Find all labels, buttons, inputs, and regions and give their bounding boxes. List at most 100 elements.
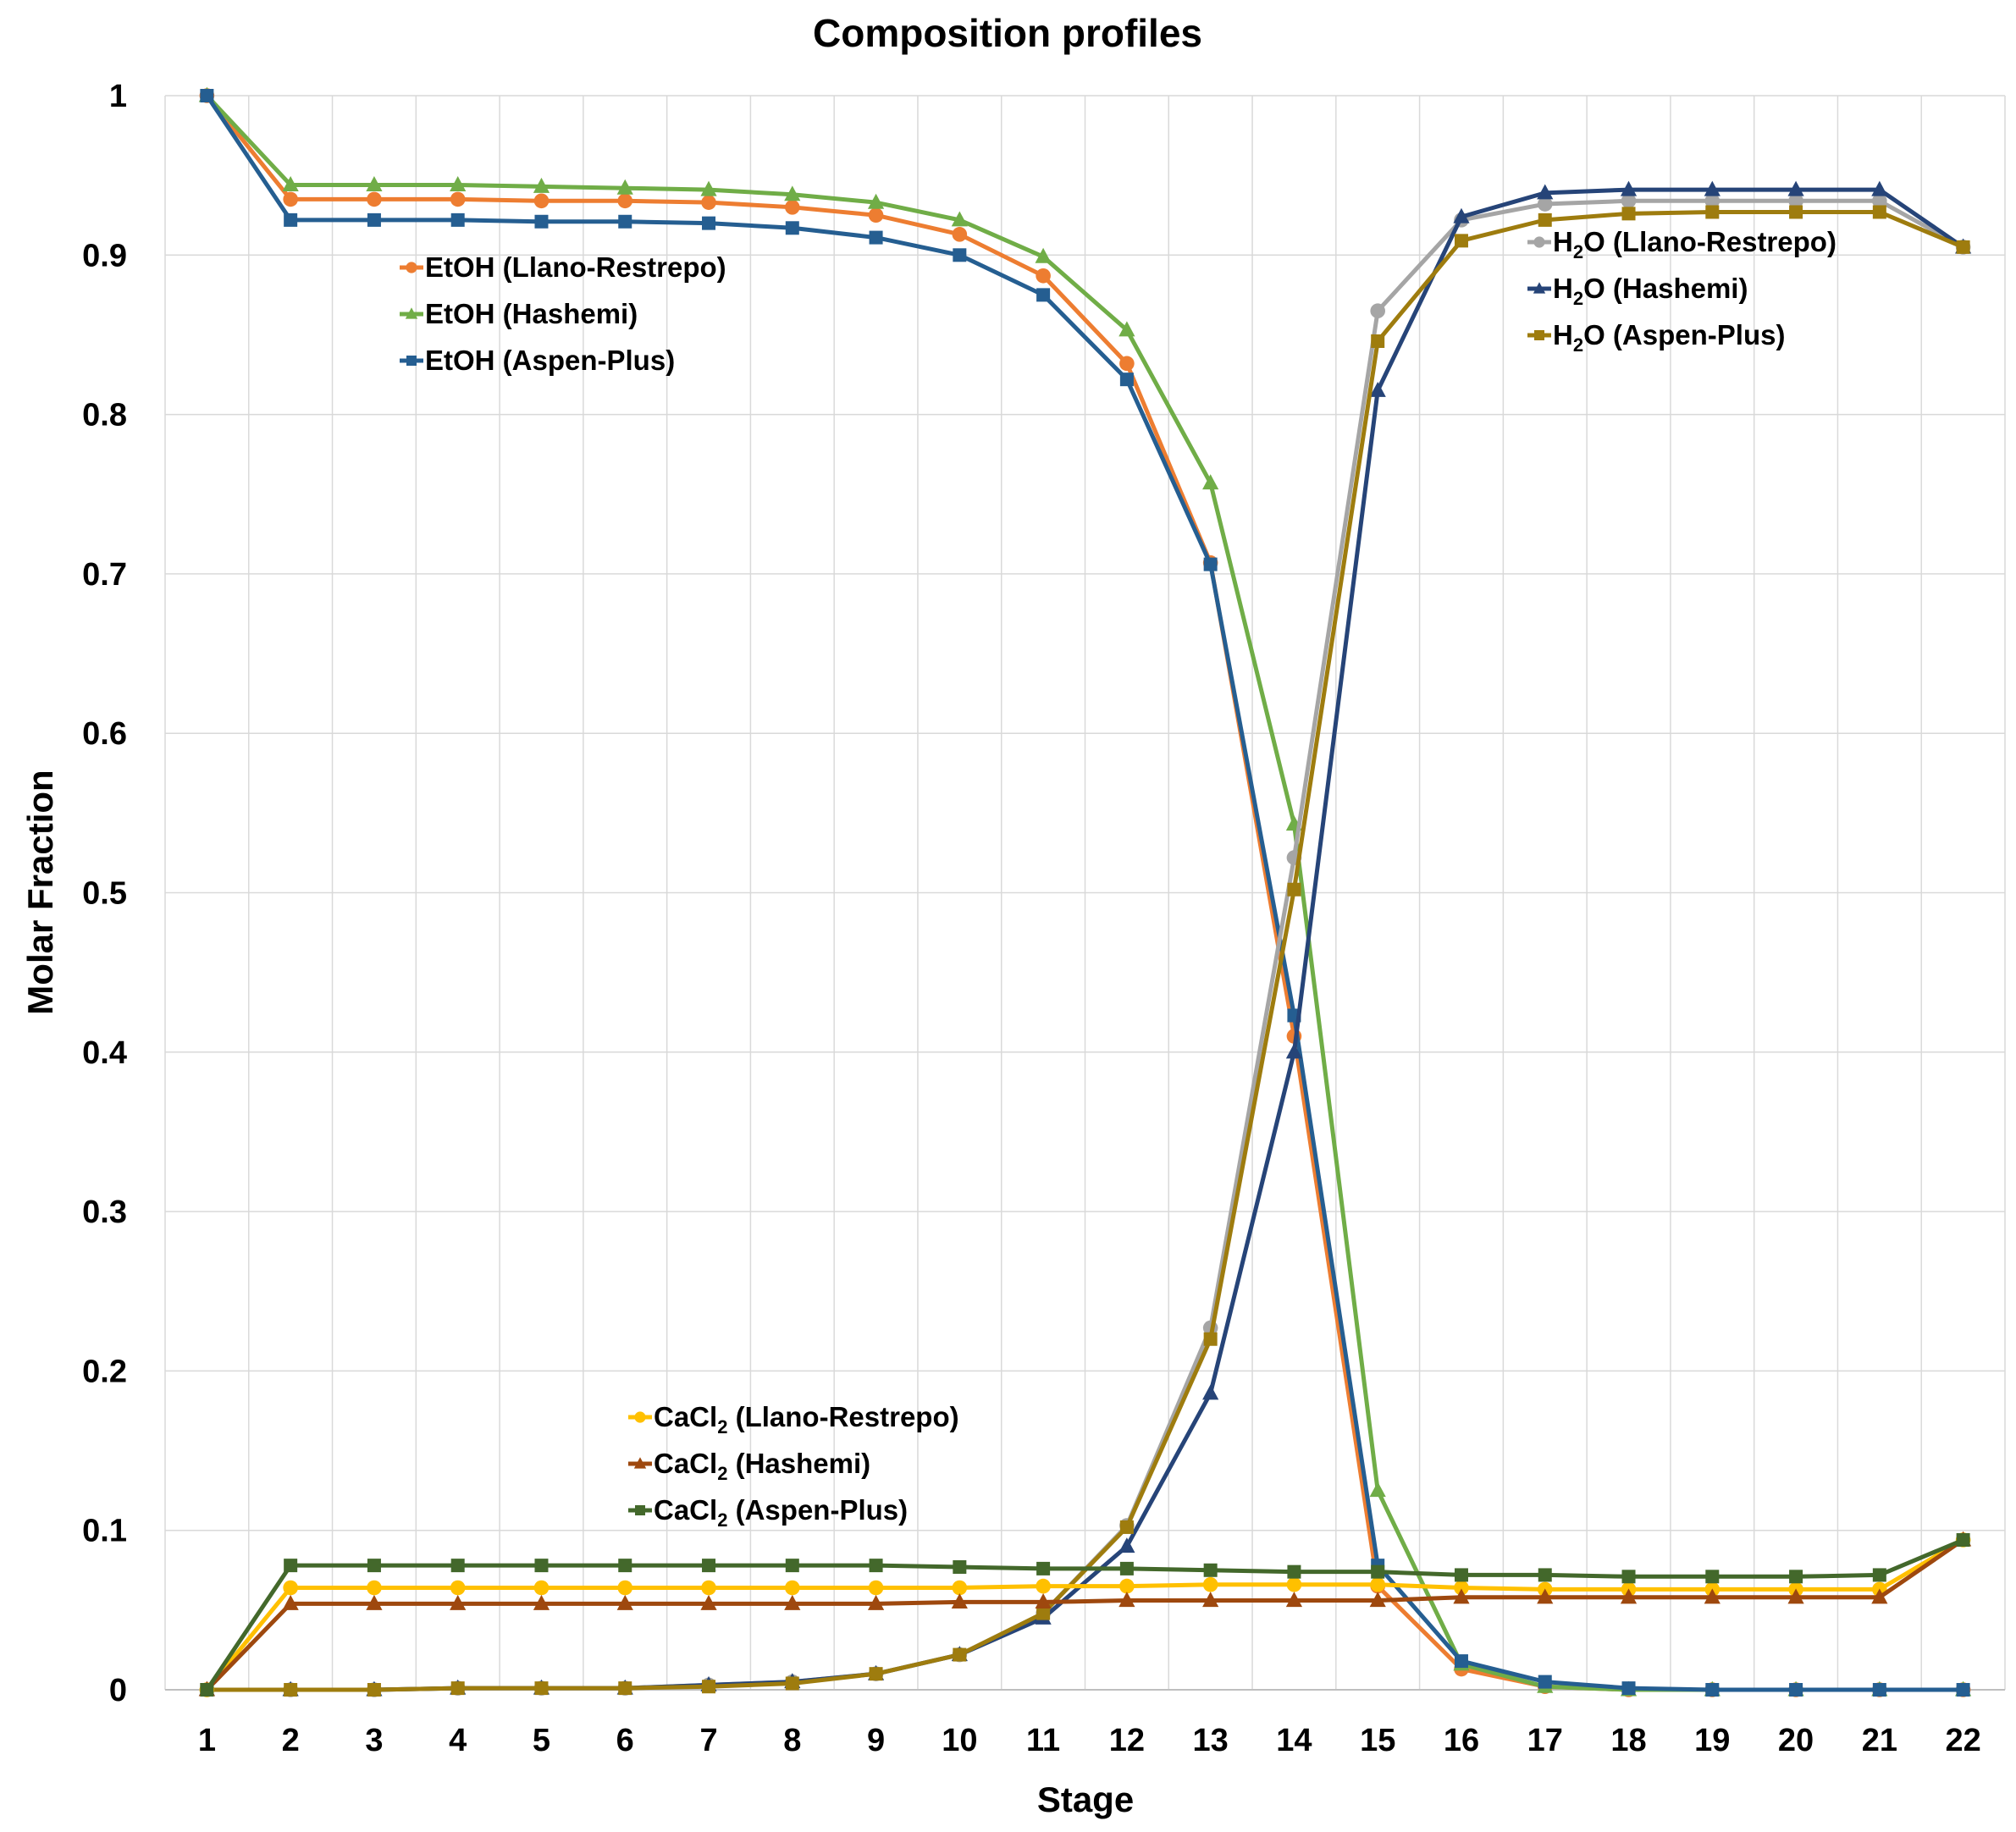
data-point	[450, 1594, 467, 1610]
legend-label-subscript: 2	[1573, 288, 1583, 309]
data-point	[1537, 1588, 1554, 1604]
data-point	[1621, 1681, 1636, 1696]
data-point	[702, 216, 716, 230]
x-tick-label: 7	[699, 1723, 717, 1758]
legend-label-rest: O (Llano-Restrepo)	[1583, 226, 1836, 257]
data-point	[1203, 557, 1218, 571]
data-point	[450, 1559, 465, 1573]
data-point	[1956, 240, 1970, 254]
x-tick-label: 21	[1862, 1723, 1897, 1758]
data-point	[534, 1681, 549, 1696]
data-point	[1203, 1332, 1218, 1346]
data-point	[867, 1594, 885, 1610]
legend-label-rest: (Aspen-Plus)	[727, 1494, 908, 1526]
data-point	[1036, 268, 1051, 284]
data-point	[617, 1580, 633, 1596]
data-point	[1872, 193, 1887, 209]
data-point	[1705, 205, 1720, 219]
data-point	[869, 230, 883, 245]
data-point	[1369, 381, 1386, 397]
data-point	[1872, 1568, 1886, 1582]
data-point	[367, 1580, 382, 1596]
data-point	[533, 193, 550, 209]
data-point	[1119, 356, 1135, 372]
y-tick-label: 0.4	[82, 1035, 127, 1071]
legend-label: H2O (Aspen-Plus)	[1553, 319, 1785, 356]
legend-label-subscript: 2	[1573, 334, 1583, 356]
series-line	[205, 1537, 1964, 1691]
x-tick-label: 5	[533, 1723, 550, 1758]
data-point	[1453, 1588, 1470, 1604]
y-tick-label: 0.3	[82, 1195, 127, 1230]
data-point	[951, 1593, 968, 1609]
legend-item: EtOH (Hashemi)	[400, 298, 638, 329]
legend-swatch-marker	[635, 1505, 645, 1515]
data-point	[1119, 1578, 1135, 1594]
series-8	[200, 1532, 1970, 1697]
legend-label: EtOH (Hashemi)	[425, 298, 638, 329]
legend-upper-left: EtOH (Llano-Restrepo) EtOH (Hashemi) EtOH …	[400, 251, 726, 376]
data-point	[1787, 180, 1804, 196]
series-layer	[198, 86, 1972, 1697]
data-point	[784, 185, 801, 201]
data-point	[450, 191, 466, 207]
data-point	[533, 177, 550, 193]
data-point	[617, 193, 633, 209]
y-tick-label: 0.5	[82, 876, 127, 912]
data-point	[1369, 1592, 1386, 1608]
data-point	[1454, 1580, 1469, 1596]
legend-label-rest: O (Aspen-Plus)	[1583, 319, 1785, 350]
data-point	[785, 221, 799, 235]
data-point	[1872, 1683, 1886, 1697]
data-point	[1620, 180, 1638, 196]
data-point	[1621, 1570, 1636, 1584]
legend-item: CaCl2 (Aspen-Plus)	[628, 1494, 908, 1531]
data-point	[284, 1683, 298, 1697]
y-tick-label: 0.2	[82, 1354, 127, 1389]
legend-label: CaCl2 (Llano-Restrepo)	[654, 1401, 959, 1437]
data-point	[1620, 1588, 1638, 1604]
legend-label-main: H	[1553, 273, 1573, 304]
data-point	[784, 200, 800, 215]
legend-label: EtOH (Llano-Restrepo)	[425, 251, 726, 283]
data-point	[1705, 1570, 1720, 1584]
legend-item: CaCl2 (Hashemi)	[628, 1448, 870, 1484]
data-point	[1371, 1564, 1385, 1579]
legend-upper-right: H2O (Llano-Restrepo)H2O (Hashemi)H2O (As…	[1527, 226, 1836, 356]
data-point	[618, 1681, 632, 1696]
data-point	[1371, 334, 1385, 348]
data-point	[367, 212, 381, 227]
legend-label-main: H	[1553, 226, 1573, 257]
x-tick-label: 10	[942, 1723, 977, 1758]
data-point	[1454, 1568, 1468, 1582]
data-point	[1202, 1592, 1219, 1608]
legend-label-main: CaCl	[654, 1448, 717, 1479]
data-point	[702, 1680, 716, 1694]
y-tick-label: 0	[109, 1673, 127, 1708]
data-point	[1286, 1576, 1302, 1592]
data-point	[1118, 1592, 1135, 1608]
data-point	[953, 248, 967, 262]
data-point	[1287, 1564, 1301, 1579]
data-point	[282, 1594, 299, 1610]
data-point	[1621, 193, 1637, 209]
x-tick-label: 9	[867, 1723, 885, 1758]
data-point	[367, 191, 382, 207]
data-point	[283, 191, 298, 207]
data-point	[1538, 1568, 1552, 1582]
data-point	[1705, 1683, 1720, 1697]
data-point	[1287, 882, 1301, 897]
data-point	[1285, 1592, 1303, 1608]
data-point	[533, 1580, 550, 1596]
data-point	[1370, 303, 1386, 319]
legend-item: CaCl2 (Llano-Restrepo)	[628, 1401, 959, 1437]
chart-title: Composition profiles	[813, 11, 1202, 55]
data-point	[1871, 1588, 1888, 1604]
x-tick-label: 17	[1527, 1723, 1563, 1758]
legend-item: EtOH (Llano-Restrepo)	[400, 251, 726, 283]
data-point	[616, 179, 633, 195]
legend-label-rest: (Hashemi)	[727, 1448, 870, 1479]
y-tick-label: 0.9	[82, 238, 127, 273]
y-axis-title: Molar Fraction	[20, 770, 60, 1014]
data-point	[701, 1580, 716, 1596]
